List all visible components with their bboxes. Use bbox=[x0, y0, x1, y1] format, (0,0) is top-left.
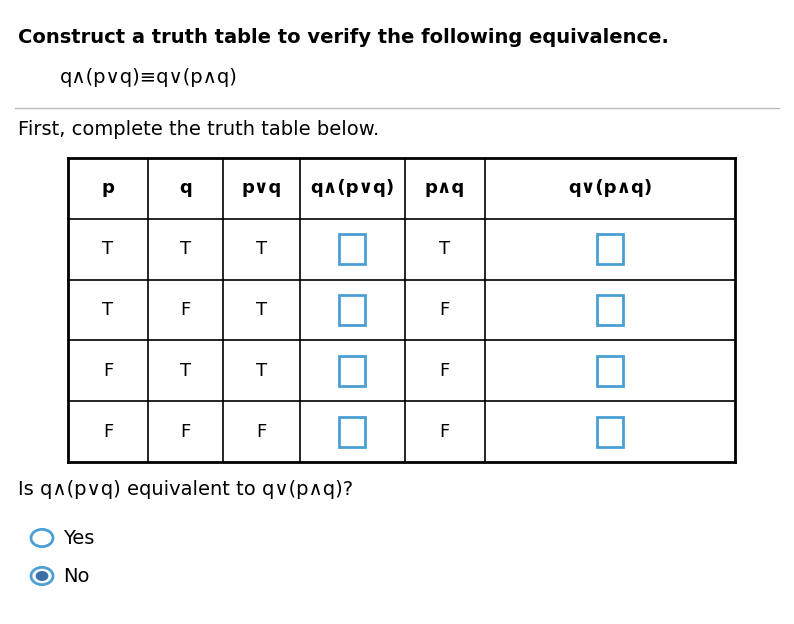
Text: p∧q: p∧q bbox=[425, 180, 465, 197]
Text: F: F bbox=[180, 301, 191, 319]
Text: First, complete the truth table below.: First, complete the truth table below. bbox=[18, 120, 380, 139]
Text: T: T bbox=[256, 301, 267, 319]
Text: Yes: Yes bbox=[63, 529, 94, 547]
Text: T: T bbox=[102, 240, 114, 258]
Text: p∨q: p∨q bbox=[241, 180, 282, 197]
Text: T: T bbox=[256, 362, 267, 380]
Text: Construct a truth table to verify the following equivalence.: Construct a truth table to verify the fo… bbox=[18, 28, 669, 47]
Text: T: T bbox=[102, 301, 114, 319]
Text: T: T bbox=[439, 240, 450, 258]
Text: F: F bbox=[440, 301, 450, 319]
Text: q∨(p∧q): q∨(p∧q) bbox=[568, 180, 652, 197]
Text: F: F bbox=[180, 422, 191, 441]
Text: F: F bbox=[103, 362, 113, 380]
Circle shape bbox=[36, 571, 48, 581]
Text: q∧(p∨q)≡q∨(p∧q): q∧(p∨q)≡q∨(p∧q) bbox=[60, 68, 238, 87]
Text: T: T bbox=[256, 240, 267, 258]
Text: No: No bbox=[63, 567, 90, 585]
Text: F: F bbox=[440, 422, 450, 441]
Text: F: F bbox=[103, 422, 113, 441]
Text: F: F bbox=[256, 422, 267, 441]
Text: F: F bbox=[440, 362, 450, 380]
Text: p: p bbox=[102, 180, 114, 197]
Text: q: q bbox=[179, 180, 192, 197]
Text: Is q∧(p∨q) equivalent to q∨(p∧q)?: Is q∧(p∨q) equivalent to q∨(p∧q)? bbox=[18, 480, 353, 499]
Text: T: T bbox=[179, 240, 191, 258]
Text: T: T bbox=[179, 362, 191, 380]
Text: q∧(p∨q): q∧(p∨q) bbox=[310, 180, 395, 197]
